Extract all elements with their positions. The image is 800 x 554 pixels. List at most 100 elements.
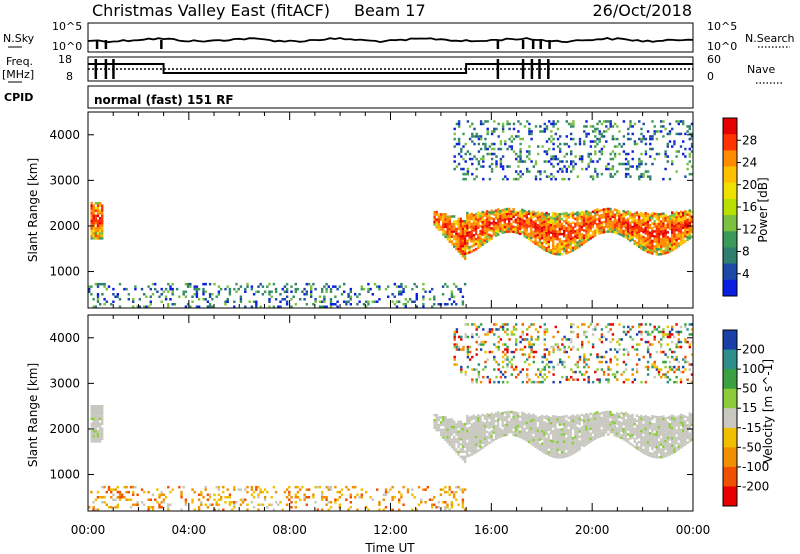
data-cell: [450, 418, 454, 421]
data-cell: [479, 214, 482, 218]
data-cell: [671, 368, 674, 371]
data-cell: [666, 436, 669, 440]
data-cell: [453, 428, 456, 431]
data-cell: [537, 380, 540, 384]
data-cell: [593, 231, 597, 235]
data-cell: [499, 142, 503, 146]
data-cell: [482, 340, 485, 344]
data-cell: [602, 423, 606, 427]
data-cell: [334, 303, 337, 306]
data-cell: [598, 425, 601, 428]
data-cell: [646, 426, 650, 429]
data-cell: [547, 446, 550, 449]
data-cell: [644, 417, 647, 420]
data-cell: [589, 420, 592, 423]
data-cell: [631, 157, 634, 161]
data-cell: [649, 135, 652, 138]
data-cell: [563, 350, 566, 354]
data-cell: [673, 425, 676, 429]
data-cell: [622, 435, 625, 438]
data-cell: [655, 441, 658, 444]
data-cell: [655, 436, 658, 439]
data-cell: [671, 365, 674, 369]
data-cell: [521, 218, 524, 222]
data-cell: [444, 421, 447, 424]
data-cell: [560, 227, 564, 231]
data-cell: [631, 431, 634, 434]
data-cell: [690, 135, 694, 138]
data-cell: [664, 224, 667, 227]
data-cell: [94, 214, 98, 218]
data-cell: [479, 448, 482, 451]
data-cell: [556, 343, 560, 346]
data-cell: [644, 323, 648, 326]
data-cell: [127, 293, 130, 296]
data-cell: [94, 432, 98, 436]
data-cell: [585, 230, 588, 233]
data-cell: [666, 142, 669, 146]
data-cell: [582, 234, 586, 237]
data-cell: [530, 427, 533, 430]
data-cell: [90, 214, 93, 218]
data-cell: [197, 287, 201, 291]
data-cell: [684, 227, 687, 230]
data-cell: [90, 293, 93, 296]
data-cell: [494, 424, 498, 428]
data-cell: [497, 436, 500, 439]
data-cell: [587, 436, 590, 440]
data-cell: [552, 368, 555, 371]
data-cell: [530, 380, 533, 384]
data-cell: [679, 325, 683, 329]
data-cell: [530, 229, 533, 232]
data-cell: [543, 213, 546, 216]
data-cell: [488, 236, 491, 239]
data-cell: [516, 429, 520, 433]
data-cell: [688, 155, 691, 158]
data-cell: [587, 213, 590, 216]
freq-trace: [88, 59, 693, 79]
data-cell: [444, 428, 447, 432]
data-cell: [307, 488, 311, 491]
data-cell: [290, 298, 293, 301]
data-cell: [532, 423, 535, 427]
data-cell: [180, 490, 183, 494]
data-cell: [622, 330, 626, 334]
data-cell: [462, 345, 465, 349]
data-cell: [576, 218, 579, 222]
data-cell: [506, 177, 509, 181]
colorbar-tick-label: 28: [742, 133, 757, 147]
data-cell: [607, 433, 610, 436]
data-cell: [631, 338, 634, 341]
data-cell: [523, 125, 527, 128]
data-cell: [184, 498, 188, 501]
data-cell: [620, 221, 623, 224]
data-cell: [532, 233, 535, 236]
data-cell: [96, 219, 100, 223]
data-cell: [635, 165, 639, 168]
data-cell: [433, 303, 436, 306]
data-cell: [160, 490, 163, 494]
data-cell: [477, 370, 481, 374]
data-cell: [580, 441, 584, 444]
data-cell: [538, 235, 542, 238]
data-cell: [294, 506, 297, 509]
data-cell: [598, 412, 601, 416]
data-cell: [534, 242, 537, 245]
data-cell: [515, 368, 518, 371]
colorbar-tick-label: 24: [742, 156, 757, 170]
data-cell: [536, 426, 539, 430]
data-cell: [605, 130, 608, 133]
data-cell: [554, 415, 557, 419]
data-cell: [471, 378, 474, 381]
data-cell: [479, 445, 482, 448]
data-cell: [90, 234, 93, 238]
data-cell: [538, 423, 542, 426]
data-cell: [543, 240, 546, 244]
data-cell: [508, 338, 511, 341]
data-cell: [193, 287, 196, 291]
data-cell: [516, 422, 520, 425]
data-cell: [488, 431, 491, 435]
data-cell: [463, 455, 467, 458]
data-cell: [545, 445, 548, 448]
data-cell: [459, 423, 462, 426]
